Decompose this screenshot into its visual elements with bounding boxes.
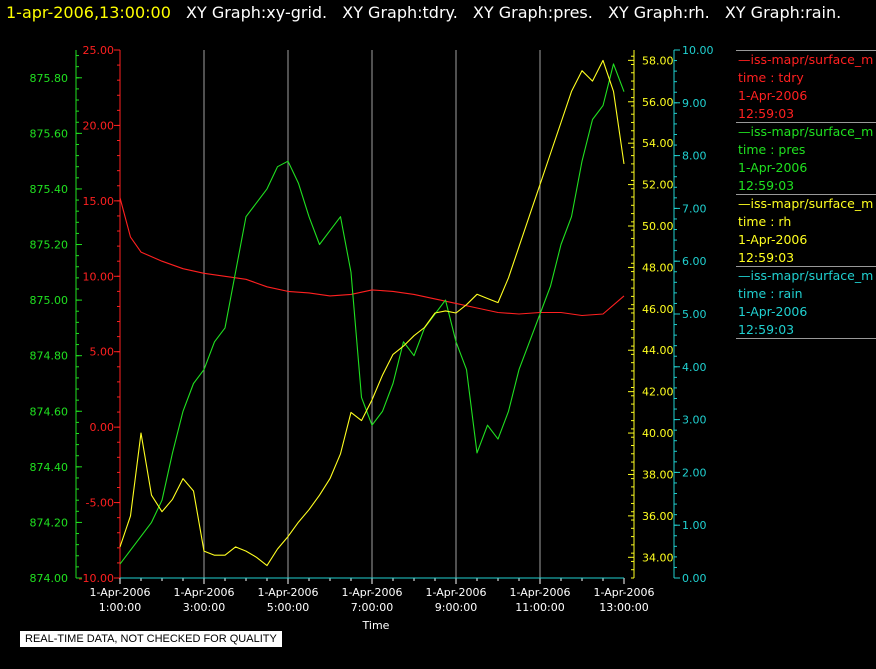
data-lines xyxy=(119,59,625,579)
y-tick-label-tdry: 15.00 xyxy=(83,195,115,208)
x-tick-label-date: 1-Apr-2006 xyxy=(257,586,318,599)
y-tick-label-rain: 9.00 xyxy=(682,97,707,110)
legend-entry-rain[interactable]: —iss-mapr/surface_m time : rain 1-Apr-20… xyxy=(736,266,876,339)
y-tick-label-rh: 54.00 xyxy=(642,137,674,150)
y-tick-label-tdry: 20.00 xyxy=(83,119,115,132)
x-tick-label-time: 5:00:00 xyxy=(267,601,309,614)
y-tick-label-tdry: 10.00 xyxy=(83,270,115,283)
series-line-rh xyxy=(119,59,625,567)
x-tick-label-time: 9:00:00 xyxy=(435,601,477,614)
y-tick-label-rain: 1.00 xyxy=(682,519,707,532)
legend-date: 1-Apr-2006 xyxy=(738,88,808,103)
x-tick-label-date: 1-Apr-2006 xyxy=(425,586,486,599)
legend-field: time : tdry xyxy=(738,70,804,85)
y-tick-label-rain: 10.00 xyxy=(682,44,714,57)
legend-entry-rh[interactable]: —iss-mapr/surface_m time : rh 1-Apr-2006… xyxy=(736,194,876,267)
x-tick-label-date: 1-Apr-2006 xyxy=(173,586,234,599)
y-tick-label-tdry: -10.00 xyxy=(79,572,114,585)
window-title-bar: 1-apr-2006,13:00:00 XY Graph:xy-grid. XY… xyxy=(6,3,841,22)
legend-time: 12:59:03 xyxy=(738,322,795,337)
y-tick-label-pres: 874.00 xyxy=(30,572,69,585)
y-tick-label-pres: 874.20 xyxy=(30,516,69,529)
y-tick-label-rh: 48.00 xyxy=(642,261,674,274)
y-tick-label-tdry: 5.00 xyxy=(90,346,115,359)
graph-title-tdry[interactable]: XY Graph:tdry. xyxy=(342,3,458,22)
vertical-grid-lines xyxy=(203,50,541,578)
legend-entry-pres[interactable]: —iss-mapr/surface_m time : pres 1-Apr-20… xyxy=(736,122,876,195)
legend-source: iss-mapr/surface_m xyxy=(750,124,874,139)
x-tick-label-date: 1-Apr-2006 xyxy=(593,586,654,599)
series-line-pres xyxy=(119,63,625,565)
legend-source: iss-mapr/surface_m xyxy=(750,268,874,283)
legend-date: 1-Apr-2006 xyxy=(738,304,808,319)
x-tick-label-date: 1-Apr-2006 xyxy=(341,586,402,599)
y-tick-label-rh: 42.00 xyxy=(642,386,674,399)
x-tick-label-date: 1-Apr-2006 xyxy=(509,586,570,599)
y-tick-label-pres: 875.80 xyxy=(30,72,69,85)
y-tick-label-rain: 5.00 xyxy=(682,308,707,321)
legend-source: iss-mapr/surface_m xyxy=(750,52,874,67)
graph-title-xy-grid[interactable]: XY Graph:xy-grid. xyxy=(186,3,328,22)
y-tick-label-pres: 874.80 xyxy=(30,350,69,363)
legend-line-tdry-icon: — xyxy=(738,52,751,67)
y-tick-label-rh: 56.00 xyxy=(642,96,674,109)
y-tick-label-pres: 875.00 xyxy=(30,294,69,307)
x-tick-label-time: 7:00:00 xyxy=(351,601,393,614)
y-tick-label-pres: 875.20 xyxy=(30,239,69,252)
y-tick-label-rh: 40.00 xyxy=(642,427,674,440)
legend-line-pres-icon: — xyxy=(738,124,751,139)
x-tick-label-time: 3:00:00 xyxy=(183,601,225,614)
series-line-tdry xyxy=(119,197,625,317)
y-tick-label-tdry: 25.00 xyxy=(83,44,115,57)
y-tick-label-rain: 4.00 xyxy=(682,361,707,374)
y-tick-label-pres: 874.40 xyxy=(30,461,69,474)
y-tick-label-rh: 50.00 xyxy=(642,220,674,233)
graph-title-rain[interactable]: XY Graph:rain. xyxy=(724,3,842,22)
y-tick-label-rain: 7.00 xyxy=(682,202,707,215)
y-tick-label-rh: 52.00 xyxy=(642,179,674,192)
y-tick-label-rh: 58.00 xyxy=(642,54,674,67)
y-tick-label-pres: 875.40 xyxy=(30,183,69,196)
y-tick-label-pres: 875.60 xyxy=(30,127,69,140)
x-axis-label: Time xyxy=(362,619,390,632)
legend-source: iss-mapr/surface_m xyxy=(750,196,874,211)
legend-line-rain-icon: — xyxy=(738,268,751,283)
graph-title-rh[interactable]: XY Graph:rh. xyxy=(607,3,710,22)
legend-field: time : pres xyxy=(738,142,806,157)
legend-field: time : rain xyxy=(738,286,803,301)
y-axes: 25.00 20.00 15.00 10.00 5.00 0.00 -5.00 -10.00 8… xyxy=(30,44,714,585)
legend-time: 12:59:03 xyxy=(738,178,795,193)
y-tick-label-tdry: 0.00 xyxy=(90,421,115,434)
x-tick-label-time: 1:00:00 xyxy=(99,601,141,614)
legend-date: 1-Apr-2006 xyxy=(738,160,808,175)
quality-disclaimer: REAL-TIME DATA, NOT CHECKED FOR QUALITY xyxy=(20,631,282,647)
legend-line-rh-icon: — xyxy=(738,196,751,211)
y-tick-label-pres: 874.60 xyxy=(30,405,69,418)
y-tick-label-rh: 38.00 xyxy=(642,468,674,481)
y-tick-label-rain: 6.00 xyxy=(682,255,707,268)
y-tick-label-rh: 44.00 xyxy=(642,344,674,357)
y-tick-label-rain: 2.00 xyxy=(682,466,707,479)
y-tick-label-rh: 34.00 xyxy=(642,551,674,564)
y-tick-label-rh: 46.00 xyxy=(642,303,674,316)
legend-field: time : rh xyxy=(738,214,792,229)
current-timestamp: 1-apr-2006,13:00:00 xyxy=(6,3,171,22)
y-tick-label-rain: 8.00 xyxy=(682,150,707,163)
legend-time: 12:59:03 xyxy=(738,250,795,265)
y-tick-label-rh: 36.00 xyxy=(642,510,674,523)
legend-entry-tdry[interactable]: —iss-mapr/surface_m time : tdry 1-Apr-20… xyxy=(736,50,876,123)
y-tick-label-rain: 0.00 xyxy=(682,572,707,585)
x-tick-label-date: 1-Apr-2006 xyxy=(89,586,150,599)
x-axis: 1-Apr-2006 1:00:00 1-Apr-2006 3:00:00 1-Apr-… xyxy=(89,577,655,632)
x-tick-label-time: 11:00:00 xyxy=(515,601,564,614)
legend-time: 12:59:03 xyxy=(738,106,795,121)
graph-title-pres[interactable]: XY Graph:pres. xyxy=(472,3,593,22)
y-tick-label-rain: 3.00 xyxy=(682,414,707,427)
legend-divider xyxy=(736,338,876,339)
x-tick-label-time: 13:00:00 xyxy=(599,601,648,614)
y-tick-label-tdry: -5.00 xyxy=(86,497,114,510)
legend-date: 1-Apr-2006 xyxy=(738,232,808,247)
